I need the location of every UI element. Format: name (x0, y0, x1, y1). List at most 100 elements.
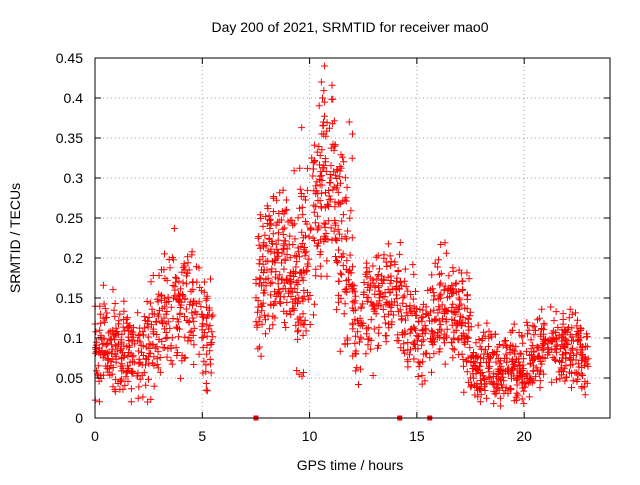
data-point (443, 325, 451, 333)
data-point (338, 235, 346, 243)
data-point (294, 326, 302, 334)
data-point (339, 262, 347, 270)
data-point (281, 255, 289, 263)
data-point (315, 102, 323, 110)
data-point (467, 323, 475, 331)
data-point (324, 201, 332, 209)
data-point (493, 373, 500, 381)
data-point (574, 316, 581, 324)
data-point (511, 347, 519, 355)
data-point (290, 220, 298, 228)
data-point (119, 385, 127, 393)
data-point (304, 288, 311, 296)
data-point (483, 319, 491, 327)
data-point (516, 371, 524, 379)
data-point (414, 373, 422, 380)
data-point (530, 323, 538, 331)
data-point (105, 329, 113, 337)
data-point (99, 281, 107, 289)
data-point (418, 341, 426, 349)
data-point (291, 252, 299, 260)
data-point (577, 341, 584, 349)
data-point (172, 344, 180, 352)
data-point (268, 238, 276, 245)
data-point (388, 301, 396, 309)
data-point (479, 335, 486, 342)
data-point (336, 173, 344, 181)
data-point (107, 336, 115, 344)
data-point (256, 274, 264, 282)
data-point (519, 378, 527, 386)
data-point (128, 369, 136, 377)
data-point (344, 227, 352, 235)
data-point (276, 271, 284, 279)
data-point (510, 320, 518, 328)
data-point (322, 168, 330, 175)
data-point (429, 336, 437, 344)
data-point (356, 314, 364, 322)
data-point (500, 355, 508, 362)
data-point (566, 354, 574, 362)
data-point (318, 130, 326, 138)
data-point (460, 362, 467, 370)
data-point (104, 368, 112, 376)
data-point (376, 294, 384, 302)
data-point (404, 339, 412, 346)
data-point (427, 335, 434, 343)
data-point (419, 358, 427, 366)
data-point (452, 288, 460, 296)
data-point (179, 279, 187, 287)
data-point (375, 282, 383, 290)
data-point (534, 316, 541, 324)
data-point (286, 232, 294, 240)
data-point (135, 360, 143, 368)
data-point (379, 306, 387, 313)
data-point (127, 328, 135, 336)
data-point (513, 365, 521, 373)
data-point (408, 325, 416, 333)
data-point (374, 271, 382, 278)
data-point (450, 328, 458, 336)
data-point (99, 354, 107, 362)
data-point (553, 348, 560, 356)
data-point (523, 369, 531, 377)
data-point (448, 281, 456, 289)
data-point (296, 313, 304, 321)
data-point (501, 337, 509, 345)
data-point (349, 325, 357, 333)
data-point (572, 356, 580, 364)
data-point (295, 370, 303, 378)
data-point (202, 368, 210, 376)
data-point (520, 400, 528, 408)
data-point (431, 316, 439, 324)
y-tick-label: 0.4 (64, 90, 84, 106)
data-point (294, 214, 302, 222)
data-point (199, 344, 207, 352)
data-point (364, 335, 372, 343)
data-point (343, 334, 351, 342)
data-point (493, 348, 501, 356)
data-point (339, 250, 347, 258)
data-point (514, 375, 522, 383)
data-point (409, 340, 417, 348)
data-point (273, 218, 281, 226)
data-point (334, 166, 341, 174)
data-point (294, 298, 302, 306)
data-point (122, 373, 130, 381)
data-point (439, 315, 446, 323)
data-point (312, 190, 320, 198)
data-point (301, 252, 309, 260)
data-point (136, 324, 144, 332)
data-point (312, 265, 320, 273)
data-point (573, 331, 581, 339)
data-point (343, 288, 351, 296)
data-point (126, 321, 134, 329)
data-point (384, 240, 392, 248)
data-point (111, 312, 119, 320)
data-point (381, 293, 389, 301)
data-point (329, 95, 337, 103)
data-point (450, 308, 458, 316)
x-axis-label: GPS time / hours (297, 457, 404, 473)
data-point (329, 186, 337, 194)
data-point (382, 258, 390, 266)
